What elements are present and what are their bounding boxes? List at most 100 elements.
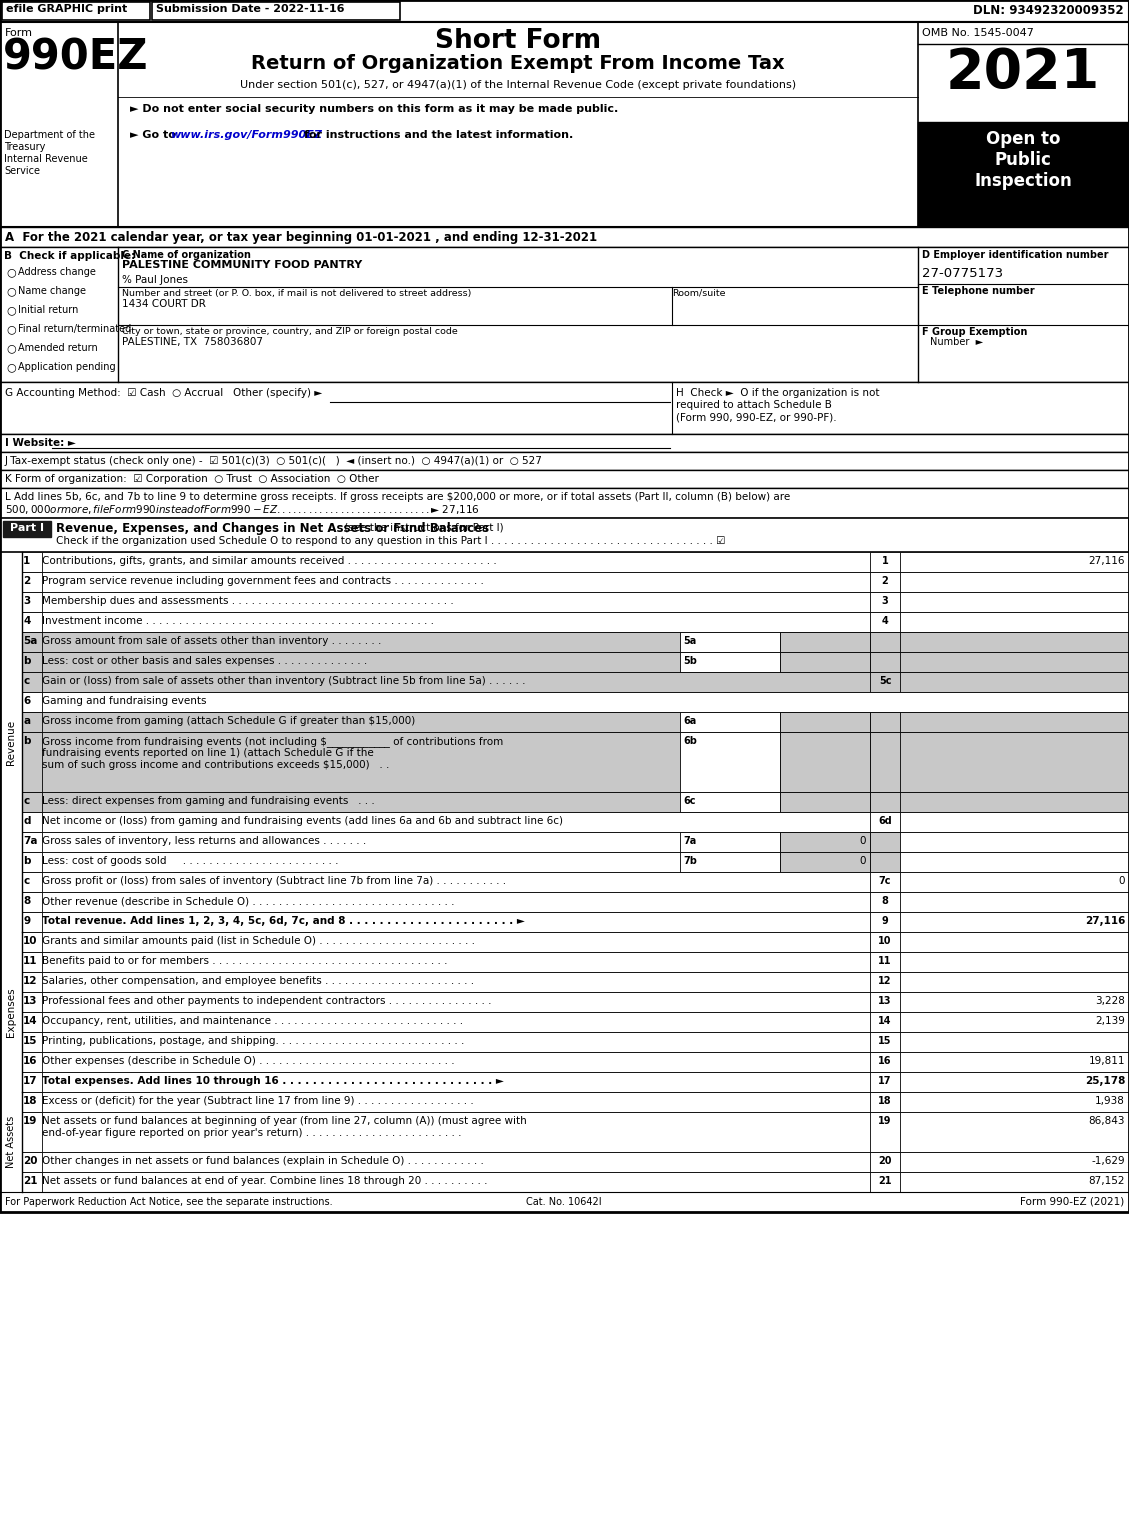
Text: PALESTINE COMMUNITY FOOD PANTRY: PALESTINE COMMUNITY FOOD PANTRY (122, 259, 362, 270)
Bar (21, 1072, 1129, 1092)
Text: 5b: 5b (683, 656, 697, 666)
Text: Submission Date - 2022-11-16: Submission Date - 2022-11-16 (156, 5, 344, 14)
Bar (0, 381, 1129, 435)
Text: 25,178: 25,178 (1085, 1077, 1124, 1086)
Text: ► Do not enter social security numbers on this form as it may be made public.: ► Do not enter social security numbers o… (130, 104, 619, 114)
Bar (918, 122, 1129, 227)
Bar (21, 892, 1129, 912)
Bar (21, 653, 42, 673)
Text: Cat. No. 10642I: Cat. No. 10642I (526, 1197, 602, 1206)
Text: Benefits paid to or for members . . . . . . . . . . . . . . . . . . . . . . . . : Benefits paid to or for members . . . . … (42, 956, 447, 965)
Text: 7b: 7b (683, 856, 697, 866)
Bar (21, 791, 42, 811)
Text: -1,629: -1,629 (1092, 1156, 1124, 1167)
Text: sum of such gross income and contributions exceeds $15,000)   . .: sum of such gross income and contributio… (42, 759, 390, 770)
Bar (780, 852, 870, 872)
Bar (21, 1032, 1129, 1052)
Text: PALESTINE, TX  758036807: PALESTINE, TX 758036807 (122, 337, 263, 348)
Bar (870, 1092, 900, 1112)
Text: 15: 15 (878, 1035, 892, 1046)
Text: for instructions and the latest information.: for instructions and the latest informat… (300, 130, 574, 140)
Text: 2: 2 (882, 576, 889, 586)
Bar (21, 932, 42, 952)
Bar (21, 612, 42, 631)
Bar (21, 1151, 1129, 1173)
Text: c: c (23, 676, 29, 686)
Text: Department of the: Department of the (5, 130, 95, 140)
Text: c: c (23, 796, 29, 807)
Text: I Website: ►: I Website: ► (5, 438, 76, 448)
Text: 4: 4 (882, 616, 889, 625)
Text: fundraising events reported on line 1) (attach Schedule G if the: fundraising events reported on line 1) (… (42, 747, 374, 758)
Bar (870, 1173, 900, 1193)
Text: 1434 COURT DR: 1434 COURT DR (122, 299, 205, 310)
Text: efile GRAPHIC print: efile GRAPHIC print (6, 5, 128, 14)
Text: 4: 4 (23, 616, 30, 625)
Text: 14: 14 (878, 1016, 892, 1026)
Bar (21, 592, 42, 612)
Text: City or town, state or province, country, and ZIP or foreign postal code: City or town, state or province, country… (122, 326, 457, 336)
Bar (870, 791, 900, 811)
Bar (21, 1032, 42, 1052)
Text: Part I: Part I (10, 523, 44, 534)
Bar (21, 572, 42, 592)
Bar (780, 732, 870, 791)
Text: Gaming and fundraising events: Gaming and fundraising events (42, 695, 207, 706)
Text: ○: ○ (6, 267, 16, 278)
Text: 16: 16 (878, 1055, 892, 1066)
Text: 6a: 6a (683, 717, 697, 726)
Text: 7a: 7a (23, 836, 37, 846)
Bar (21, 692, 1129, 712)
Text: 0: 0 (1119, 875, 1124, 886)
Text: 17: 17 (23, 1077, 37, 1086)
Bar (0, 435, 1129, 451)
Bar (21, 872, 1129, 892)
Bar (680, 852, 780, 872)
Bar (0, 1193, 1129, 1212)
Text: A  For the 2021 calendar year, or tax year beginning 01-01-2021 , and ending 12-: A For the 2021 calendar year, or tax yea… (5, 230, 597, 244)
Bar (21, 612, 1129, 631)
Text: Address change: Address change (18, 267, 96, 278)
Text: Salaries, other compensation, and employee benefits . . . . . . . . . . . . . . : Salaries, other compensation, and employ… (42, 976, 474, 987)
Text: b: b (23, 856, 30, 866)
Bar (21, 712, 1129, 732)
Text: 13: 13 (23, 996, 37, 1006)
Text: Treasury: Treasury (5, 142, 45, 152)
Text: Gross sales of inventory, less returns and allowances . . . . . . .: Gross sales of inventory, less returns a… (42, 836, 366, 846)
Bar (680, 791, 780, 811)
Bar (21, 1092, 42, 1112)
Text: Check if the organization used Schedule O to respond to any question in this Par: Check if the organization used Schedule … (56, 535, 725, 546)
Bar (780, 791, 870, 811)
Text: Less: cost of goods sold     . . . . . . . . . . . . . . . . . . . . . . . .: Less: cost of goods sold . . . . . . . .… (42, 856, 339, 866)
Bar (0, 470, 1129, 488)
Text: Short Form: Short Form (435, 27, 601, 53)
Text: end-of-year figure reported on prior year's return) . . . . . . . . . . . . . . : end-of-year figure reported on prior yea… (42, 1128, 462, 1138)
Text: Initial return: Initial return (18, 305, 78, 316)
Bar (21, 971, 1129, 991)
Text: 12: 12 (878, 976, 892, 987)
Text: c: c (23, 875, 29, 886)
Text: OMB No. 1545-0047: OMB No. 1545-0047 (922, 27, 1034, 38)
Bar (870, 1052, 900, 1072)
Text: b: b (23, 737, 30, 746)
Bar (2, 2, 150, 20)
Bar (21, 1013, 42, 1032)
Text: 0: 0 (859, 836, 866, 846)
Text: 13: 13 (878, 996, 892, 1006)
Text: 2: 2 (23, 576, 30, 586)
Text: 86,843: 86,843 (1088, 1116, 1124, 1125)
Bar (0, 488, 1129, 518)
Bar (21, 852, 42, 872)
Text: 10: 10 (878, 936, 892, 946)
Text: Occupancy, rent, utilities, and maintenance . . . . . . . . . . . . . . . . . . : Occupancy, rent, utilities, and maintena… (42, 1016, 463, 1026)
Bar (21, 631, 42, 653)
Text: required to attach Schedule B: required to attach Schedule B (676, 400, 832, 410)
Text: For Paperwork Reduction Act Notice, see the separate instructions.: For Paperwork Reduction Act Notice, see … (5, 1197, 333, 1206)
Text: (see the instructions for Part I): (see the instructions for Part I) (341, 522, 504, 532)
Text: D Employer identification number: D Employer identification number (922, 250, 1109, 259)
Text: 7c: 7c (878, 875, 891, 886)
Bar (21, 971, 42, 991)
Bar (21, 991, 42, 1013)
Bar (870, 932, 900, 952)
Bar (21, 833, 42, 852)
